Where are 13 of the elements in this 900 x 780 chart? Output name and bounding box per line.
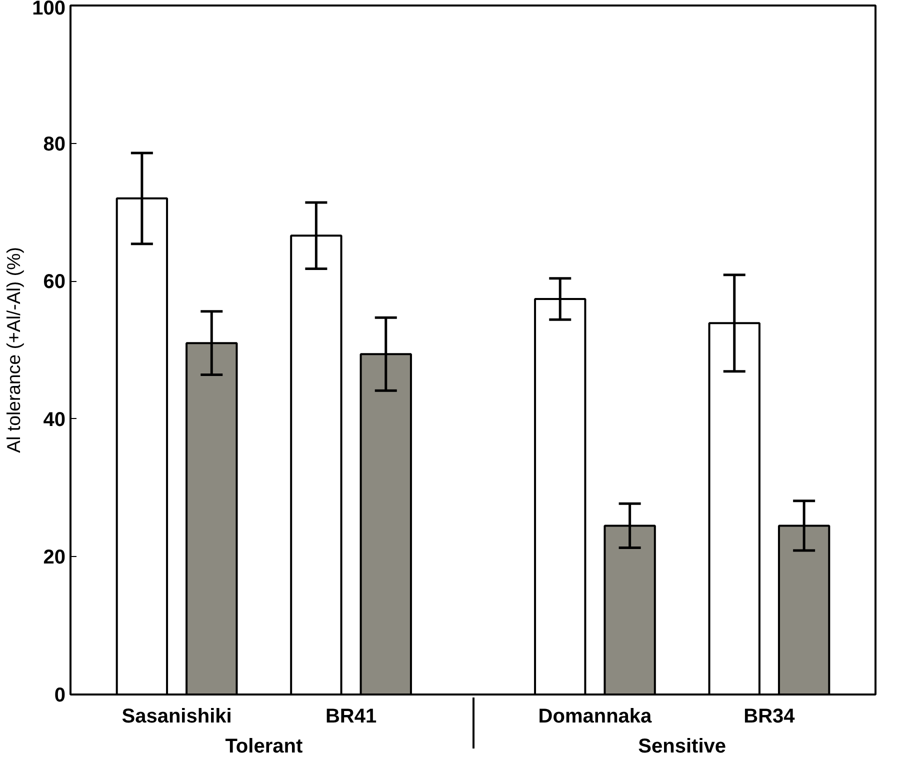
text: Tolerant <box>225 736 303 758</box>
x-tick-label: BR34 <box>744 706 796 728</box>
x-tick-label: BR41 <box>325 706 377 728</box>
text: Sensitive <box>638 736 726 758</box>
y-tick-label: 20 <box>43 546 66 569</box>
x-tick-label: Domannaka <box>538 706 653 728</box>
y-tick-label: 60 <box>43 271 66 294</box>
y-tick-label: 80 <box>43 133 66 156</box>
y-tick-label: 0 <box>54 684 66 706</box>
y-tick-label: 40 <box>43 408 66 431</box>
y-tick-label: 100 <box>32 0 66 20</box>
x-tick-label: Sasanishiki <box>122 706 232 728</box>
y-axis-title: Al tolerance (+Al/-Al) (%) <box>3 247 24 453</box>
